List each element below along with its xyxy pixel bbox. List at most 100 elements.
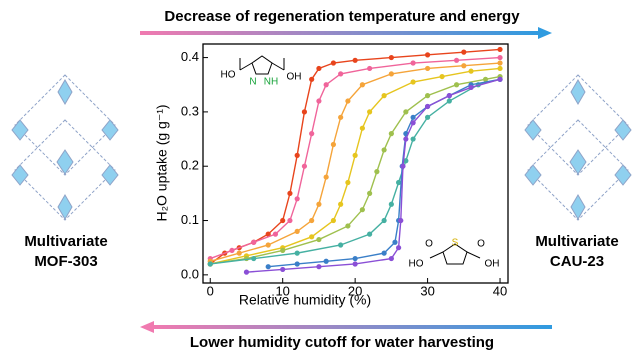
data-point bbox=[367, 109, 372, 114]
data-point bbox=[309, 77, 314, 82]
molecule-top: HO OH N NH bbox=[221, 56, 302, 88]
data-point bbox=[280, 248, 285, 253]
data-point bbox=[439, 74, 444, 79]
data-point bbox=[382, 147, 387, 152]
data-point bbox=[338, 115, 343, 120]
data-point bbox=[497, 60, 502, 65]
data-point bbox=[461, 63, 466, 68]
data-point bbox=[425, 115, 430, 120]
atom: HO bbox=[221, 70, 236, 81]
y-axis-label: H₂O uptake (g g⁻¹) bbox=[154, 104, 170, 221]
data-point bbox=[266, 242, 271, 247]
data-point bbox=[302, 164, 307, 169]
data-point bbox=[367, 232, 372, 237]
right-label: Multivariate bbox=[535, 233, 618, 250]
data-point bbox=[425, 104, 430, 109]
data-point bbox=[353, 58, 358, 63]
data-point bbox=[309, 218, 314, 223]
data-point bbox=[389, 55, 394, 60]
y-tick-label: 0.1 bbox=[181, 212, 199, 227]
data-point bbox=[410, 136, 415, 141]
data-point bbox=[208, 261, 213, 266]
top-arrowhead bbox=[538, 27, 552, 39]
data-point bbox=[389, 131, 394, 136]
left-label: MOF-303 bbox=[34, 253, 97, 270]
data-point bbox=[468, 85, 473, 90]
data-point bbox=[266, 264, 271, 269]
bottom-banner: Lower humidity cutoff for water harvesti… bbox=[190, 334, 494, 351]
data-point bbox=[287, 191, 292, 196]
data-point bbox=[324, 174, 329, 179]
atom: OH bbox=[287, 72, 302, 83]
left-label: Multivariate bbox=[24, 233, 107, 250]
data-point bbox=[454, 82, 459, 87]
data-point bbox=[331, 60, 336, 65]
data-point bbox=[425, 52, 430, 57]
data-point bbox=[316, 98, 321, 103]
data-point bbox=[338, 242, 343, 247]
data-point bbox=[425, 66, 430, 71]
data-point bbox=[229, 248, 234, 253]
atom: S bbox=[452, 238, 459, 249]
data-point bbox=[403, 109, 408, 114]
data-point bbox=[389, 256, 394, 261]
data-point bbox=[280, 267, 285, 272]
bottom-arrow bbox=[152, 325, 552, 329]
data-point bbox=[389, 202, 394, 207]
molecule-bottom: S O O HO OH bbox=[409, 238, 500, 270]
data-point bbox=[316, 237, 321, 242]
figure: Decrease of regeneration temperature and… bbox=[0, 0, 636, 351]
data-point bbox=[345, 98, 350, 103]
data-point bbox=[251, 240, 256, 245]
data-point bbox=[360, 82, 365, 87]
data-point bbox=[324, 82, 329, 87]
data-point bbox=[280, 218, 285, 223]
series-line bbox=[210, 77, 500, 264]
data-point bbox=[382, 93, 387, 98]
data-point bbox=[338, 71, 343, 76]
data-point bbox=[400, 164, 405, 169]
data-point bbox=[410, 79, 415, 84]
x-tick-label: 20 bbox=[348, 283, 362, 298]
series-line bbox=[210, 68, 500, 264]
data-point bbox=[461, 50, 466, 55]
data-point bbox=[309, 131, 314, 136]
data-point bbox=[353, 261, 358, 266]
data-point bbox=[425, 93, 430, 98]
data-point bbox=[367, 191, 372, 196]
data-point bbox=[309, 234, 314, 239]
data-point bbox=[331, 218, 336, 223]
right-label: CAU-23 bbox=[550, 253, 604, 270]
data-point bbox=[497, 55, 502, 60]
data-point bbox=[345, 180, 350, 185]
mof-right bbox=[525, 75, 631, 220]
page: Decrease of regeneration temperature and… bbox=[0, 0, 636, 351]
data-point bbox=[237, 251, 242, 256]
bottom-arrowhead bbox=[140, 321, 154, 333]
data-point bbox=[353, 256, 358, 261]
data-point bbox=[324, 259, 329, 264]
y-tick-label: 0.4 bbox=[181, 49, 199, 64]
data-point bbox=[374, 169, 379, 174]
data-point bbox=[468, 69, 473, 74]
data-point bbox=[360, 207, 365, 212]
data-point bbox=[497, 66, 502, 71]
top-banner: Decrease of regeneration temperature and… bbox=[164, 8, 520, 25]
x-tick-label: 10 bbox=[275, 283, 289, 298]
data-point bbox=[382, 218, 387, 223]
data-point bbox=[295, 229, 300, 234]
data-point bbox=[287, 218, 292, 223]
data-point bbox=[302, 109, 307, 114]
data-point bbox=[403, 136, 408, 141]
data-point bbox=[295, 196, 300, 201]
mof-left bbox=[12, 75, 118, 220]
data-point bbox=[345, 223, 350, 228]
y-tick-label: 0.3 bbox=[181, 103, 199, 118]
x-tick-label: 40 bbox=[493, 283, 507, 298]
data-point bbox=[454, 58, 459, 63]
data-point bbox=[338, 202, 343, 207]
data-point bbox=[273, 232, 278, 237]
data-point bbox=[244, 270, 249, 275]
atom: HO bbox=[409, 259, 424, 270]
data-point bbox=[316, 264, 321, 269]
